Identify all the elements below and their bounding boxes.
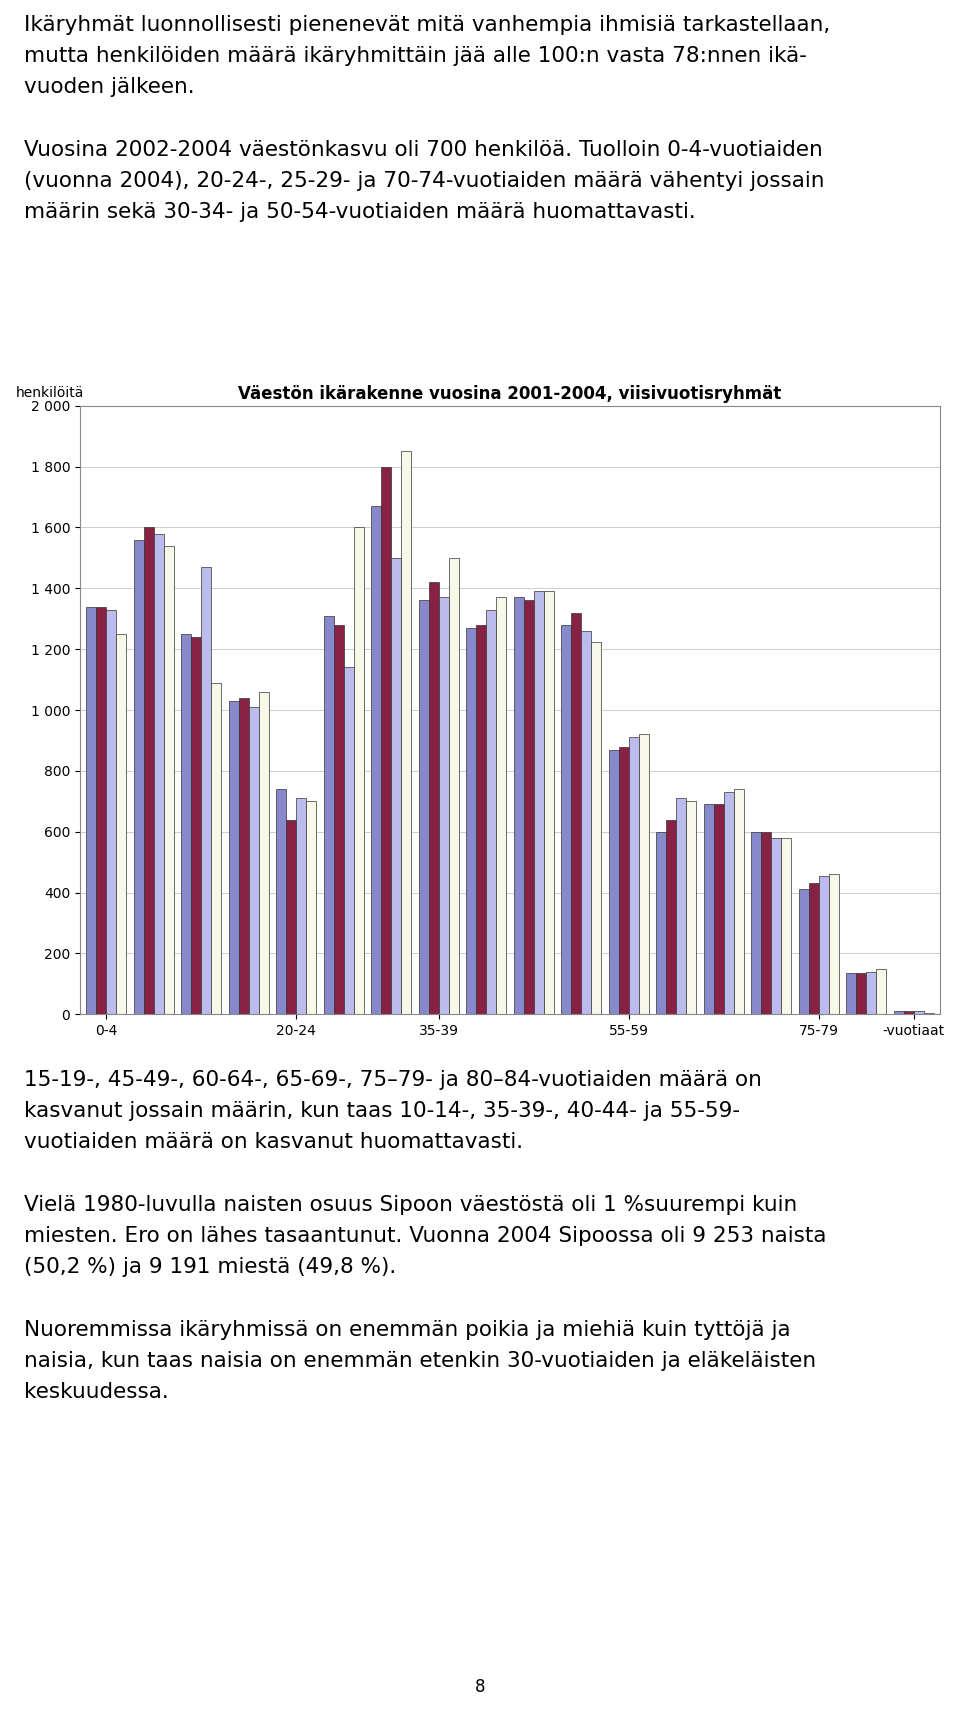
Bar	[249, 708, 258, 1014]
Bar	[894, 1011, 904, 1014]
Bar	[819, 876, 828, 1014]
Text: 15-19-, 45-49-, 60-64-, 65-69-, 75–79- ja 80–84-vuotiaiden määrä on
kasvanut jos: 15-19-, 45-49-, 60-64-, 65-69-, 75–79- j…	[24, 1069, 827, 1402]
Bar	[429, 582, 439, 1014]
Bar	[181, 634, 191, 1014]
Bar	[353, 527, 364, 1014]
Bar	[809, 883, 819, 1014]
Bar	[96, 606, 107, 1014]
Bar	[856, 973, 866, 1014]
Bar	[392, 558, 401, 1014]
Bar	[591, 642, 601, 1014]
Bar	[344, 668, 353, 1014]
Bar	[286, 820, 297, 1014]
Bar	[771, 837, 781, 1014]
Bar	[657, 832, 666, 1014]
Bar	[666, 820, 676, 1014]
Bar	[144, 527, 154, 1014]
Bar	[276, 789, 286, 1014]
Bar	[904, 1011, 914, 1014]
Bar	[107, 610, 116, 1014]
Bar	[866, 971, 876, 1014]
Bar	[733, 789, 744, 1014]
Bar	[761, 832, 771, 1014]
Bar	[686, 801, 696, 1014]
Bar	[258, 692, 269, 1014]
Bar	[534, 591, 543, 1014]
Bar	[211, 682, 221, 1014]
Bar	[543, 591, 554, 1014]
Bar	[228, 701, 239, 1014]
Bar	[876, 968, 886, 1014]
Bar	[297, 799, 306, 1014]
Bar	[306, 801, 316, 1014]
Bar	[619, 747, 629, 1014]
Title: Väestön ikärakenne vuosina 2001-2004, viisivuotisryhmät: Väestön ikärakenne vuosina 2001-2004, vi…	[238, 386, 781, 403]
Bar	[914, 1011, 924, 1014]
Bar	[609, 749, 619, 1014]
Bar	[571, 613, 581, 1014]
Bar	[524, 601, 534, 1014]
Bar	[487, 610, 496, 1014]
Bar	[638, 734, 649, 1014]
Bar	[828, 875, 839, 1014]
Bar	[562, 625, 571, 1014]
Bar	[86, 606, 96, 1014]
Bar	[496, 598, 506, 1014]
Bar	[324, 616, 334, 1014]
Bar	[704, 804, 714, 1014]
Bar	[419, 601, 429, 1014]
Text: henkilöitä: henkilöitä	[15, 386, 84, 400]
Bar	[116, 634, 126, 1014]
Bar	[752, 832, 761, 1014]
Text: 8: 8	[475, 1679, 485, 1696]
Bar	[133, 539, 144, 1014]
Bar	[629, 737, 638, 1014]
Text: Ikäryhmät luonnollisesti pienenevät mitä vanhempia ihmisiä tarkastellaan,
mutta : Ikäryhmät luonnollisesti pienenevät mitä…	[24, 15, 830, 222]
Bar	[239, 697, 249, 1014]
Bar	[514, 598, 524, 1014]
Bar	[724, 792, 733, 1014]
Bar	[799, 890, 809, 1014]
Bar	[581, 630, 591, 1014]
Bar	[154, 534, 163, 1014]
Bar	[334, 625, 344, 1014]
Bar	[676, 799, 686, 1014]
Bar	[467, 629, 476, 1014]
Bar	[448, 558, 459, 1014]
Bar	[191, 637, 202, 1014]
Bar	[781, 837, 791, 1014]
Bar	[847, 973, 856, 1014]
Bar	[439, 598, 448, 1014]
Bar	[163, 546, 174, 1014]
Bar	[372, 506, 381, 1014]
Bar	[401, 451, 411, 1014]
Bar	[381, 467, 392, 1014]
Bar	[202, 567, 211, 1014]
Bar	[714, 804, 724, 1014]
Bar	[476, 625, 487, 1014]
